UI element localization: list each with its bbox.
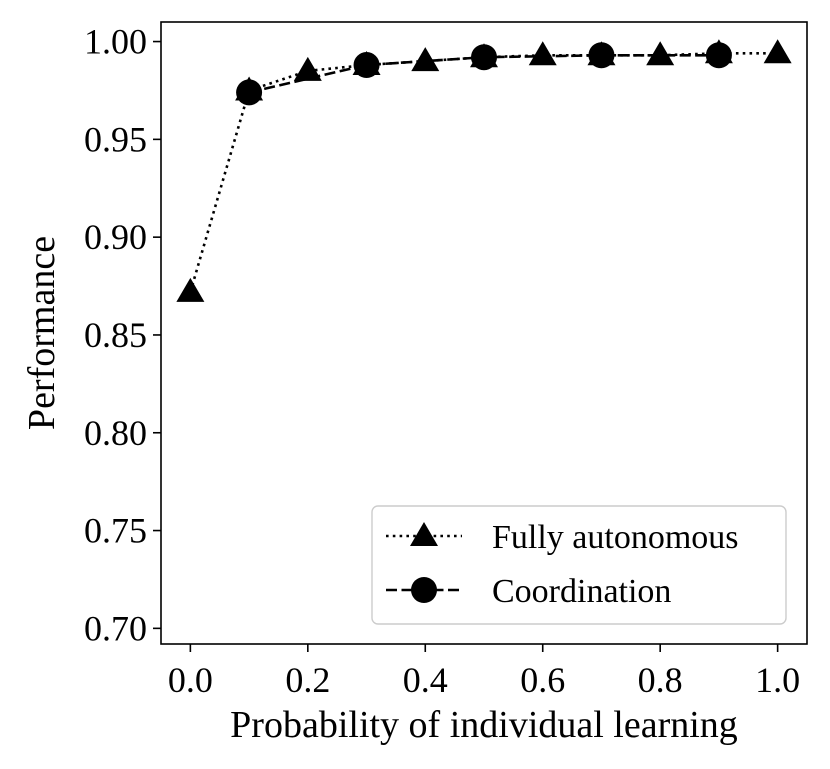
x-tick-label: 0.2 xyxy=(285,660,330,700)
data-point-fully-autonomous xyxy=(646,41,675,66)
y-tick-label: 0.70 xyxy=(84,608,147,648)
data-point-fully-autonomous xyxy=(528,41,557,66)
plot-content xyxy=(176,39,792,302)
legend-entry-fully-autonomous: Fully autonomous xyxy=(386,519,739,556)
y-axis-ticks: 0.70 0.75 0.80 0.85 0.90 0.95 1.00 xyxy=(84,22,161,648)
data-point-coordination xyxy=(705,42,732,69)
data-point-fully-autonomous xyxy=(176,277,205,302)
legend-frame xyxy=(371,505,787,625)
y-tick-label: 0.80 xyxy=(84,413,147,453)
x-tick-label: 0.4 xyxy=(403,660,448,700)
y-tick-label: 0.75 xyxy=(84,511,147,551)
legend-entry-coordination: Coordination xyxy=(386,573,671,610)
legend-marker-circle xyxy=(411,577,437,603)
x-axis-label: Probability of individual learning xyxy=(230,704,738,746)
x-tick-label: 0.8 xyxy=(638,660,683,700)
data-point-fully-autonomous xyxy=(411,47,440,72)
x-axis-ticks: 0.0 0.2 0.4 0.6 0.8 1.0 xyxy=(168,644,800,700)
x-tick-label: 0.0 xyxy=(168,660,213,700)
data-point-coordination xyxy=(353,52,380,79)
legend-label-coordination: Coordination xyxy=(492,573,671,610)
data-point-fully-autonomous xyxy=(293,56,322,81)
data-point-coordination xyxy=(588,42,615,69)
x-tick-label: 0.6 xyxy=(520,660,565,700)
x-tick-label: 1.0 xyxy=(755,660,800,700)
y-tick-label: 0.90 xyxy=(84,217,147,257)
data-point-fully-autonomous xyxy=(763,39,792,64)
legend-label-fully-autonomous: Fully autonomous xyxy=(492,519,739,556)
y-tick-label: 0.95 xyxy=(84,119,147,159)
y-tick-label: 1.00 xyxy=(84,22,147,62)
legend-marker-triangle xyxy=(410,522,438,546)
legend: Fully autonomous Coordination xyxy=(371,505,787,625)
data-point-coordination xyxy=(236,79,263,106)
y-tick-label: 0.85 xyxy=(84,315,147,355)
data-point-coordination xyxy=(471,44,497,71)
plot-frame xyxy=(160,21,808,645)
y-axis-label: Performance xyxy=(21,236,63,430)
